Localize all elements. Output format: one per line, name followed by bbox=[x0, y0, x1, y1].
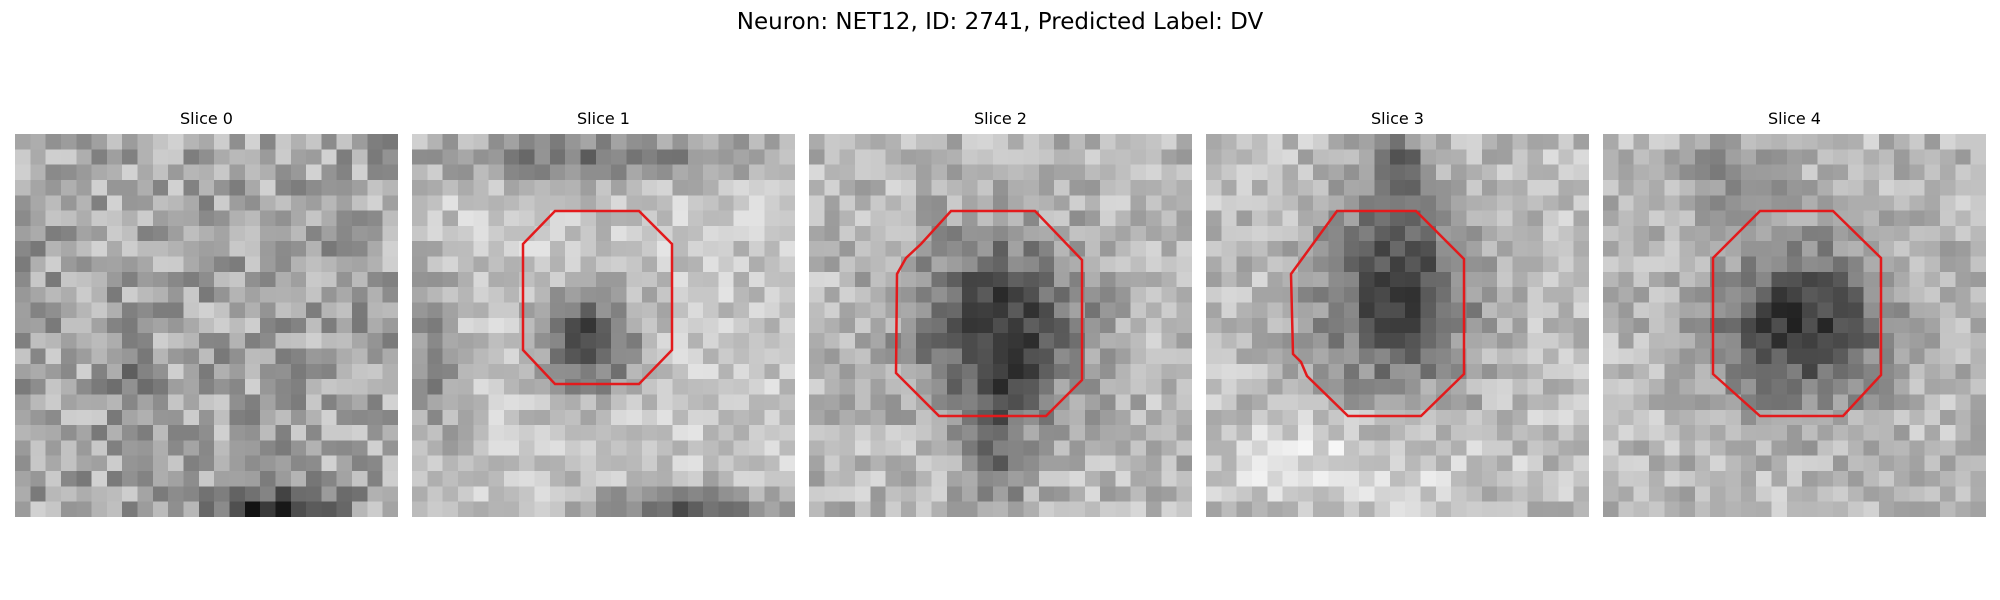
slice-pixels-1 bbox=[412, 134, 795, 517]
slice-title-3: Slice 3 bbox=[1371, 109, 1424, 128]
slice-pixels-2 bbox=[809, 134, 1192, 517]
slice-image-4 bbox=[1603, 134, 1986, 517]
slice-pixels-4 bbox=[1603, 134, 1986, 517]
slice-title-1: Slice 1 bbox=[577, 109, 630, 128]
roi-outline-3 bbox=[1289, 209, 1466, 418]
slice-title-0: Slice 0 bbox=[180, 109, 233, 128]
slice-pixels-3 bbox=[1206, 134, 1589, 517]
slice-title-2: Slice 2 bbox=[974, 109, 1027, 128]
roi-outline-4 bbox=[1711, 209, 1883, 418]
slice-title-4: Slice 4 bbox=[1768, 109, 1821, 128]
roi-outline-2 bbox=[894, 209, 1084, 418]
slice-pixels-0 bbox=[15, 134, 398, 517]
roi-outline-1 bbox=[521, 209, 674, 386]
slice-panel-3: Slice 3 bbox=[1206, 108, 1589, 520]
figure-title: Neuron: NET12, ID: 2741, Predicted Label… bbox=[736, 9, 1264, 35]
slice-panel-0: Slice 0 bbox=[15, 108, 398, 520]
slice-image-0 bbox=[15, 134, 398, 517]
slice-image-2 bbox=[809, 134, 1192, 517]
slice-image-3 bbox=[1206, 134, 1589, 517]
slice-panel-4: Slice 4 bbox=[1603, 108, 1986, 520]
slice-image-1 bbox=[412, 134, 795, 517]
slice-panel-1: Slice 1 bbox=[412, 108, 795, 520]
slice-panel-2: Slice 2 bbox=[809, 108, 1192, 520]
